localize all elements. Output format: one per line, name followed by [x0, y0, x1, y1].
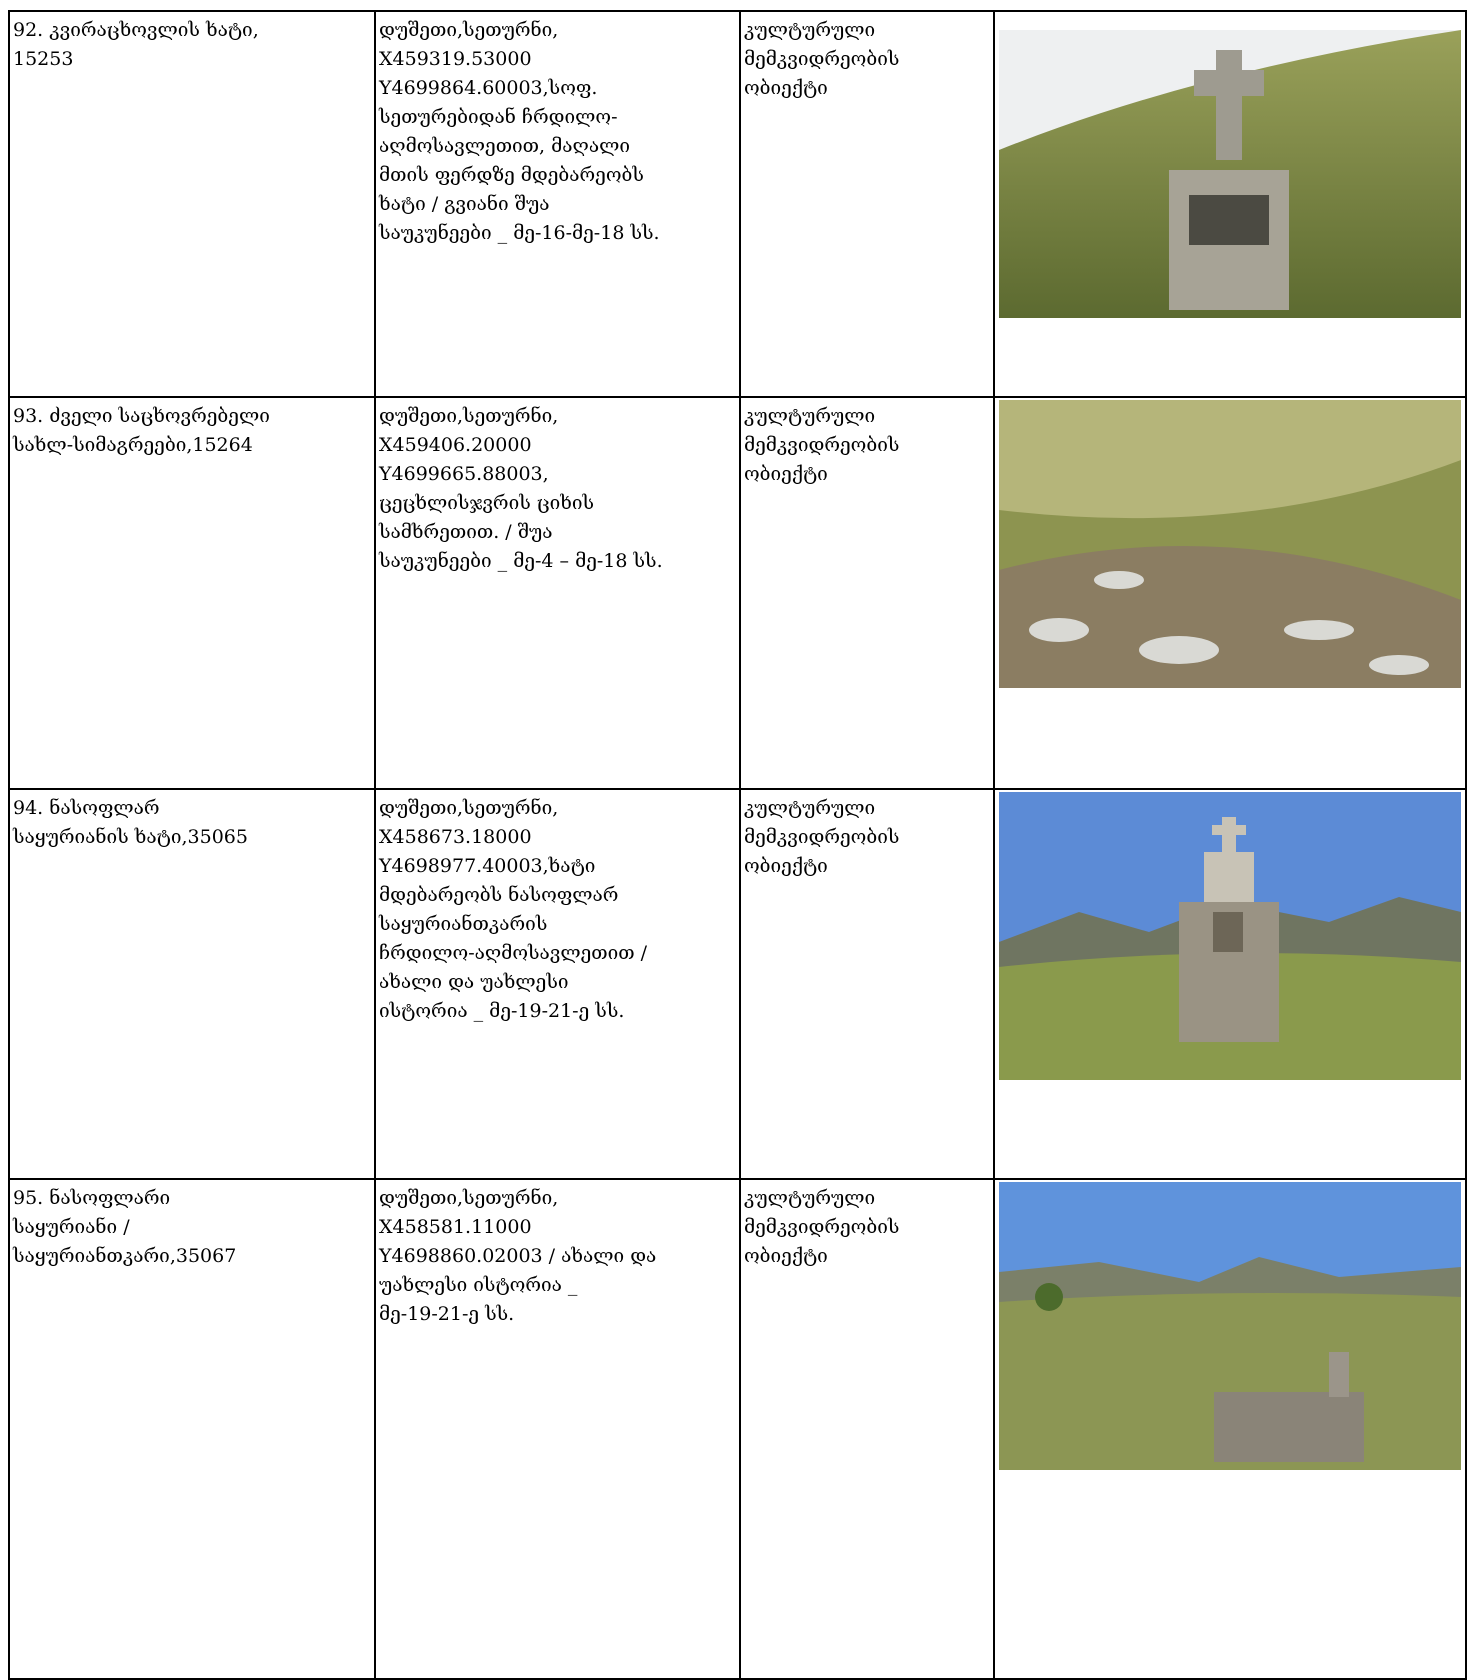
- text-line: საყურიანთკარის: [379, 913, 548, 935]
- text-line: უახლესი ისტორია _: [379, 1274, 578, 1296]
- text-line: საყურიანი /: [13, 1216, 130, 1238]
- location-cell: დუშეთი,სეთურნი, X458581.11000 Y4698860.020…: [374, 1178, 741, 1680]
- name-cell: 93. ძველი საცხოვრებელი სახლ-სიმაგრეები,15…: [8, 396, 376, 790]
- text-line: მემკვიდრეობის: [744, 48, 900, 70]
- text-line: კულტურული: [744, 1187, 876, 1209]
- text-line: X458673.18000: [379, 826, 532, 848]
- text-line: საყურიანის ხატი,35065: [13, 826, 248, 848]
- photo: [999, 792, 1461, 1080]
- text-line: 94. ნასოფლარ: [13, 797, 160, 819]
- text-line: 92. კვირაცხოვლის ხატი,: [13, 19, 259, 41]
- text-line: სამხრეთით. / შუა: [379, 521, 553, 543]
- text-line: დუშეთი,სეთურნი,: [379, 19, 559, 41]
- text-line: ისტორია _ მე-19-21-ე სს.: [379, 1000, 625, 1022]
- text-line: დუშეთი,სეთურნი,: [379, 1187, 559, 1209]
- table-row: 92. კვირაცხოვლის ხატი, 15253 დუშეთი,სეთურნ…: [8, 10, 1467, 398]
- table-row: 95. ნასოფლარი საყურიანი / საყურიანთკარი,35…: [8, 1178, 1467, 1680]
- text-line: ჩრდილო-აღმოსავლეთით /: [379, 942, 648, 964]
- text-line: საუკუნეები _ მე-4 – მე-18 სს.: [379, 550, 663, 572]
- text-line: ცეცხლისჯვრის ციხის: [379, 492, 595, 514]
- table-row: 93. ძველი საცხოვრებელი სახლ-სიმაგრეები,15…: [8, 396, 1467, 790]
- location-cell: დუშეთი,სეთურნი, X459406.20000 Y4699665.880…: [374, 396, 741, 790]
- heritage-table: 92. კვირაცხოვლის ხატი, 15253 დუშეთი,სეთურნ…: [8, 10, 1467, 1680]
- text-line: კულტურული: [744, 405, 876, 427]
- category-cell: კულტურული მემკვიდრეობის ობიექტი: [739, 396, 995, 790]
- text-line: Y4699864.60003,სოფ.: [379, 77, 598, 99]
- text-line: 15253: [13, 48, 74, 70]
- text-line: Y4698977.40003,ხატი: [379, 855, 596, 877]
- text-line: Y4699665.88003,: [379, 463, 549, 485]
- text-line: X459319.53000: [379, 48, 532, 70]
- location-cell: დუშეთი,სეთურნი, X459319.53000 Y4699864.600…: [374, 10, 741, 398]
- photo: [999, 1182, 1461, 1470]
- text-line: ობიექტი: [744, 855, 828, 877]
- text-line: X459406.20000: [379, 434, 532, 456]
- text-line: მთის ფერდზე მდებარეობს: [379, 164, 644, 186]
- text-line: დუშეთი,სეთურნი,: [379, 405, 559, 427]
- text-line: მემკვიდრეობის: [744, 434, 900, 456]
- photo-cell: [993, 1178, 1467, 1680]
- text-line: აღმოსავლეთით, მაღალი: [379, 135, 630, 157]
- text-line: სეთურებიდან ჩრდილო-: [379, 106, 618, 128]
- text-line: 95. ნასოფლარი: [13, 1187, 171, 1209]
- name-cell: 94. ნასოფლარ საყურიანის ხატი,35065: [8, 788, 376, 1180]
- text-line: საყურიანთკარი,35067: [13, 1245, 237, 1267]
- photo-cell: [993, 788, 1467, 1180]
- text-line: მე-19-21-ე სს.: [379, 1303, 515, 1325]
- photo: [999, 30, 1461, 318]
- photo-cell: [993, 396, 1467, 790]
- photo: [999, 400, 1461, 688]
- text-line: სახლ-სიმაგრეები,15264: [13, 434, 253, 456]
- category-cell: კულტურული მემკვიდრეობის ობიექტი: [739, 788, 995, 1180]
- text-line: ხატი / გვიანი შუა: [379, 193, 550, 215]
- text-line: ახალი და უახლესი: [379, 971, 569, 993]
- name-cell: 95. ნასოფლარი საყურიანი / საყურიანთკარი,35…: [8, 1178, 376, 1680]
- text-line: ობიექტი: [744, 1245, 828, 1267]
- name-cell: 92. კვირაცხოვლის ხატი, 15253: [8, 10, 376, 398]
- text-line: კულტურული: [744, 19, 876, 41]
- text-line: მდებარეობს ნასოფლარ: [379, 884, 619, 906]
- text-line: ობიექტი: [744, 463, 828, 485]
- text-line: კულტურული: [744, 797, 876, 819]
- text-line: მემკვიდრეობის: [744, 826, 900, 848]
- table-body: 92. კვირაცხოვლის ხატი, 15253 დუშეთი,სეთურნ…: [8, 10, 1467, 1680]
- location-cell: დუშეთი,სეთურნი, X458673.18000 Y4698977.400…: [374, 788, 741, 1180]
- photo-cell: [993, 10, 1467, 398]
- text-line: დუშეთი,სეთურნი,: [379, 797, 559, 819]
- text-line: X458581.11000: [379, 1216, 532, 1238]
- text-line: ობიექტი: [744, 77, 828, 99]
- table-row: 94. ნასოფლარ საყურიანის ხატი,35065 დუშეთი,…: [8, 788, 1467, 1180]
- category-cell: კულტურული მემკვიდრეობის ობიექტი: [739, 10, 995, 398]
- text-line: 93. ძველი საცხოვრებელი: [13, 405, 270, 427]
- category-cell: კულტურული მემკვიდრეობის ობიექტი: [739, 1178, 995, 1680]
- text-line: მემკვიდრეობის: [744, 1216, 900, 1238]
- text-line: საუკუნეები _ მე-16-მე-18 სს.: [379, 222, 660, 244]
- text-line: Y4698860.02003 / ახალი და: [379, 1245, 657, 1267]
